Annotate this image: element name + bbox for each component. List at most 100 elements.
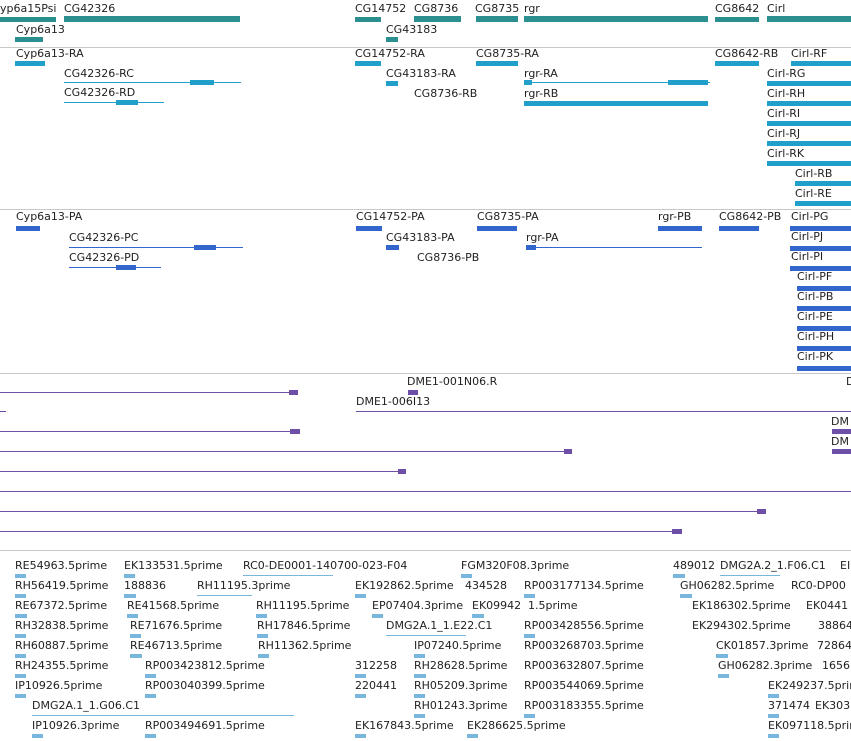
est-label[interactable]: RP003544069.5prime [524,679,644,692]
gene-label[interactable]: CG42326 [64,2,116,15]
protein-label[interactable]: Cirl-PK [797,350,834,363]
est-label[interactable]: RE46713.5prime [130,639,223,652]
est-label[interactable]: EK167843.5prime [355,719,454,732]
est-label[interactable]: 312258 [355,659,397,672]
gene-label[interactable]: CG8736 [414,2,459,15]
protein-feature[interactable] [386,245,399,250]
alignment-feature[interactable] [0,392,298,393]
est-label[interactable]: RH56419.5prime [15,579,109,592]
est-label[interactable]: EK09942 [472,599,522,612]
est-label[interactable]: EK303 [815,699,851,712]
est-label[interactable]: RH11362.5prime [258,639,352,652]
gene-label[interactable]: Cyp6a13 [16,23,65,36]
est-feature[interactable] [524,714,535,718]
protein-feature[interactable] [719,226,759,231]
gene-feature[interactable] [715,17,759,22]
protein-label[interactable]: CG8736-PB [417,251,480,264]
protein-label[interactable]: CG43183-PA [386,231,455,244]
alignment-feature[interactable] [0,531,682,532]
gene-feature[interactable] [15,37,43,42]
est-feature[interactable] [257,634,268,638]
transcript-label[interactable]: Cirl-RE [795,187,832,200]
alignment-label[interactable]: DME1-001N06.R [407,375,498,388]
protein-feature[interactable] [797,346,851,351]
est-label[interactable]: 489012 [673,559,715,572]
protein-label[interactable]: CG42326-PC [69,231,139,244]
protein-label[interactable]: Cirl-PG [791,210,829,223]
est-label[interactable]: RH01243.3prime [414,699,508,712]
transcript-label[interactable]: Cirl-RG [767,67,806,80]
est-label[interactable]: EK186302.5prime [692,599,791,612]
est-label[interactable]: 220441 [355,679,397,692]
transcript-feature[interactable] [767,101,851,106]
transcript-label[interactable]: CG8736-RB [414,87,478,100]
transcript-feature[interactable] [795,201,851,206]
est-label[interactable]: RE67372.5prime [15,599,108,612]
gene-feature[interactable] [0,17,56,22]
protein-feature[interactable] [790,226,851,231]
est-label[interactable]: 72864 [817,639,851,652]
est-feature[interactable] [386,635,466,636]
est-feature[interactable] [355,694,366,698]
est-feature[interactable] [768,714,779,718]
transcript-label[interactable]: rgr-RA [524,67,558,80]
alignment-feature[interactable] [0,411,6,412]
transcript-feature[interactable] [767,161,851,166]
gene-feature[interactable] [64,16,240,22]
gene-feature[interactable] [524,16,708,22]
est-label[interactable]: RP003423812.5prime [145,659,265,672]
est-feature[interactable] [414,674,426,678]
transcript-feature[interactable] [386,81,398,86]
est-feature[interactable] [15,634,26,638]
transcript-label[interactable]: Cirl-RH [767,87,806,100]
est-label[interactable]: 1.5prime [528,599,578,612]
est-feature[interactable] [15,614,27,618]
transcript-label[interactable]: CG42326-RC [64,67,134,80]
transcript-label[interactable]: CG14752-RA [355,48,425,60]
est-label[interactable]: RH05209.3prime [414,679,508,692]
transcript-label[interactable]: Cirl-RB [795,167,833,180]
alignment-feature[interactable] [832,449,851,454]
est-feature[interactable] [768,694,779,698]
est-feature[interactable] [197,595,252,596]
est-label[interactable]: RP003268703.5prime [524,639,644,652]
protein-feature[interactable] [526,247,702,248]
transcript-label[interactable]: Cirl-RK [767,147,805,160]
est-feature[interactable] [124,574,135,578]
transcript-label[interactable]: CG42326-RD [64,86,136,99]
est-label[interactable]: DMG2A.1_1.G06.C1 [32,699,141,712]
est-feature[interactable] [355,734,366,738]
protein-label[interactable]: Cirl-PI [791,250,824,263]
est-label[interactable]: EI [840,559,851,572]
transcript-label[interactable]: CG8735-RA [476,48,539,60]
protein-label[interactable]: rgr-PA [526,231,559,244]
est-label[interactable]: IP10926.3prime [32,719,120,732]
est-label[interactable]: EK097118.5prime [768,719,851,732]
est-feature[interactable] [414,654,425,658]
alignment-feature[interactable] [0,511,766,512]
transcript-feature[interactable] [767,121,851,126]
est-label[interactable]: RP003632807.5prime [524,659,644,672]
alignment-feature[interactable] [832,429,851,434]
transcript-feature[interactable] [795,181,851,186]
est-label[interactable]: RH28628.5prime [414,659,508,672]
est-feature[interactable] [680,594,692,598]
protein-label[interactable]: CG42326-PD [69,251,140,264]
est-feature[interactable] [130,654,142,658]
est-feature[interactable] [372,614,383,618]
est-feature[interactable] [716,654,728,658]
protein-feature[interactable] [477,226,517,231]
protein-feature[interactable] [790,246,851,251]
est-feature[interactable] [768,734,779,738]
est-label[interactable]: RP003428556.5prime [524,619,644,632]
est-label[interactable]: GH06282.5prime [680,579,775,592]
est-label[interactable]: EK192862.5prime [355,579,454,592]
alignment-label[interactable]: DM [831,415,849,428]
est-label[interactable]: EK133531.5prime [124,559,223,572]
est-feature[interactable] [355,674,366,678]
transcript-feature[interactable] [476,61,518,66]
protein-label[interactable]: CG8642-PB [719,210,782,223]
est-feature[interactable] [524,634,535,638]
transcript-feature[interactable] [524,82,710,83]
gene-label[interactable]: CG14752 [355,2,407,15]
